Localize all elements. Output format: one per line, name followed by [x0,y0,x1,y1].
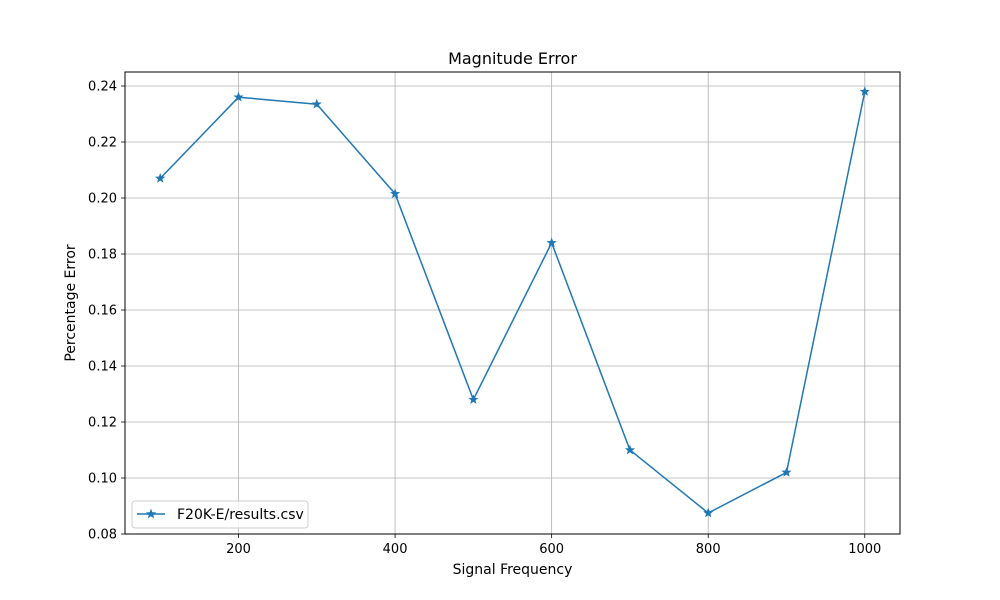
grid [125,72,900,535]
series-line [159,91,866,514]
x-tick-label: 200 [226,542,251,557]
data-point [468,394,479,404]
y-tick-label: 0.08 [88,528,117,543]
y-tick-label: 0.12 [88,416,117,431]
data-point [781,467,792,477]
legend-marker-star [145,508,157,519]
series-layer [155,86,870,518]
data-point [311,98,322,109]
x-tick-label: 600 [539,542,564,557]
plot-frame [124,71,901,535]
legend: F20K-E/results.csv [131,500,309,529]
x-axis-label: Signal Frequency [453,562,573,578]
data-point [859,86,870,96]
x-tick-label: 800 [696,542,721,557]
y-tick-label: 0.16 [88,304,117,319]
data-point [624,444,636,455]
legend-entry-label: F20K-E/results.csv [177,507,304,523]
y-tick-label: 0.22 [88,136,117,151]
data-point [389,188,401,199]
y-tick-label: 0.10 [88,472,117,487]
y-tick-label: 0.20 [88,192,117,207]
x-tick-label: 400 [383,542,408,557]
legend-box [131,500,309,529]
y-tick-label: 0.24 [88,80,117,95]
y-axis-label: Percentage Error [63,244,79,362]
x-tick-label: 1000 [848,542,881,557]
data-point [703,507,714,518]
data-point [546,237,557,248]
chart-title: Magnitude Error [448,49,577,68]
x-axis-ticks: 200 400 600 800 1000 [226,534,881,557]
data-point [233,91,244,102]
y-tick-label: 0.18 [88,248,117,263]
y-tick-label: 0.14 [88,360,117,375]
y-axis-ticks: 0.08 0.10 0.12 0.14 0.16 0.18 0.20 0.22 0.24 [88,80,125,543]
data-point [155,173,166,183]
